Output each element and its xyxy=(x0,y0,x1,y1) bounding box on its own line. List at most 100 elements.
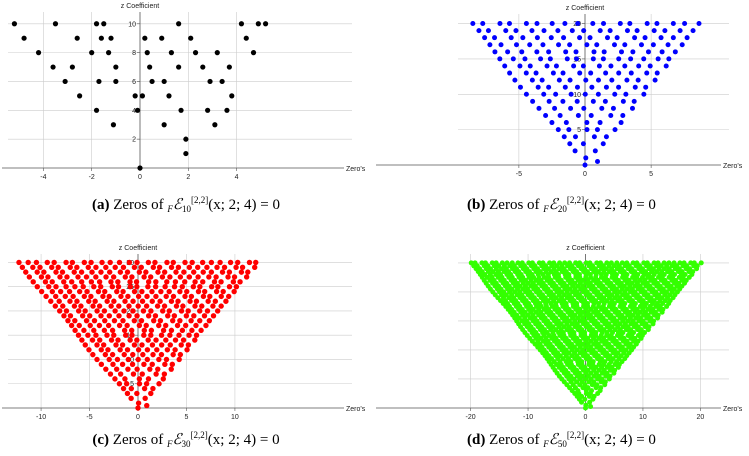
data-point xyxy=(107,371,114,377)
data-point xyxy=(662,28,668,34)
data-point xyxy=(138,317,145,324)
data-point xyxy=(145,337,151,343)
caption-prefix: Zeros of xyxy=(489,197,540,213)
data-point xyxy=(199,259,206,266)
data-point xyxy=(46,283,52,290)
data-point xyxy=(208,269,215,275)
data-point xyxy=(166,93,172,99)
data-point xyxy=(630,49,636,55)
x-tick-label: 0 xyxy=(583,171,587,178)
data-point xyxy=(182,322,189,329)
data-point xyxy=(562,84,568,90)
data-point xyxy=(141,385,148,392)
data-point xyxy=(206,274,212,280)
data-point xyxy=(139,93,146,99)
data-point xyxy=(168,50,174,56)
caption-sup: [2,2] xyxy=(566,195,585,205)
data-point xyxy=(93,264,99,270)
data-point xyxy=(155,366,161,372)
caption-args: (x; 2; 4) = 0 xyxy=(584,432,656,448)
data-point xyxy=(69,279,75,285)
data-point xyxy=(172,347,178,353)
data-point xyxy=(136,322,143,329)
data-point xyxy=(628,56,634,62)
data-point xyxy=(180,303,186,309)
data-point xyxy=(124,269,131,275)
data-point xyxy=(108,337,115,343)
data-point xyxy=(161,371,168,377)
data-point xyxy=(111,332,117,338)
data-point xyxy=(148,327,155,334)
data-point xyxy=(635,77,641,83)
data-point xyxy=(590,98,596,104)
data-point xyxy=(239,264,246,270)
data-point xyxy=(38,274,45,280)
data-point xyxy=(519,49,525,55)
data-point xyxy=(577,70,583,76)
data-point xyxy=(96,322,103,329)
data-point xyxy=(81,293,88,300)
data-point xyxy=(140,308,147,314)
data-point xyxy=(682,21,688,27)
data-point xyxy=(108,279,114,285)
data-point xyxy=(571,63,577,69)
data-point xyxy=(497,56,503,62)
data-point xyxy=(590,21,596,27)
x-tick-label: 5 xyxy=(649,171,653,178)
data-point xyxy=(158,332,165,338)
data-point xyxy=(161,303,168,309)
data-point xyxy=(562,260,568,266)
data-point xyxy=(55,264,61,270)
data-point xyxy=(602,359,608,365)
data-point xyxy=(231,288,237,295)
data-point xyxy=(74,35,80,41)
data-point xyxy=(201,288,208,295)
data-point xyxy=(548,35,554,41)
data-point xyxy=(523,70,529,76)
data-point xyxy=(84,288,90,295)
data-point xyxy=(90,303,96,309)
data-point xyxy=(526,260,532,266)
data-point xyxy=(622,42,628,48)
data-point xyxy=(515,260,521,266)
data-point xyxy=(468,260,474,266)
data-point xyxy=(168,327,175,334)
data-point xyxy=(603,84,609,90)
data-point xyxy=(608,63,614,69)
data-point xyxy=(159,35,165,41)
data-point xyxy=(663,289,669,295)
data-point xyxy=(102,317,108,324)
data-point xyxy=(534,49,540,55)
data-point xyxy=(188,317,194,324)
data-point xyxy=(87,313,93,319)
data-point xyxy=(135,347,142,353)
data-point xyxy=(148,308,154,314)
data-point xyxy=(119,342,126,348)
data-point xyxy=(572,148,578,154)
data-point xyxy=(44,259,50,266)
data-point xyxy=(627,341,633,347)
data-point xyxy=(135,293,142,300)
caption-args: (x; 2; 4) = 0 xyxy=(584,197,656,213)
data-point xyxy=(186,274,193,280)
data-point xyxy=(643,301,649,307)
data-point xyxy=(144,50,150,56)
data-point xyxy=(156,356,162,363)
data-point xyxy=(245,269,251,275)
data-point xyxy=(134,313,140,319)
data-point xyxy=(512,77,518,83)
data-point xyxy=(134,283,140,290)
caption-sub: 50 xyxy=(557,439,567,449)
data-point xyxy=(56,298,62,304)
data-point xyxy=(71,303,78,309)
data-point xyxy=(144,356,151,363)
data-point xyxy=(104,298,110,304)
data-point xyxy=(220,288,226,295)
data-point xyxy=(78,269,85,275)
x-tick-label: -20 xyxy=(466,414,476,421)
data-point xyxy=(89,337,96,343)
data-point xyxy=(223,298,229,304)
data-point xyxy=(206,317,213,324)
data-point xyxy=(610,356,616,362)
data-point xyxy=(472,260,478,266)
